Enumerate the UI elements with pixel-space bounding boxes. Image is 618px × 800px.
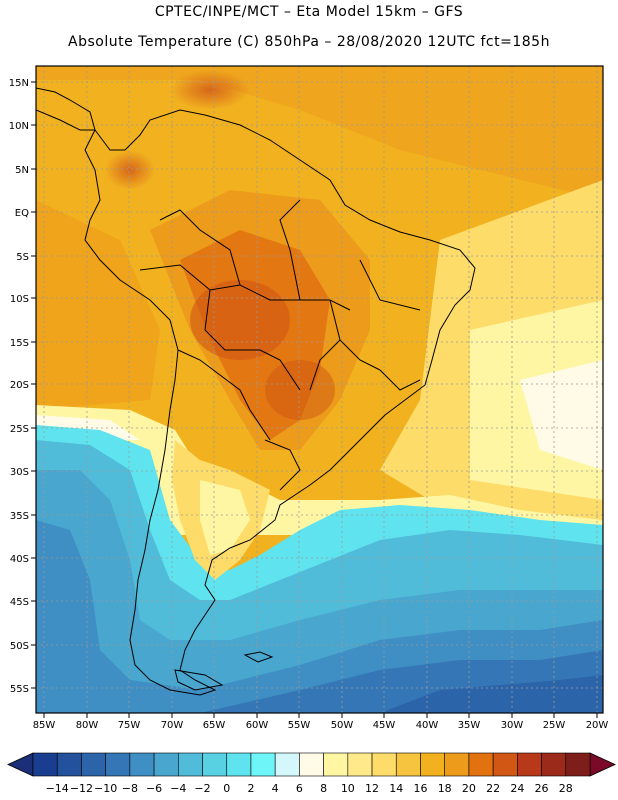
colorbar-swatch bbox=[468, 752, 494, 777]
coastlines bbox=[36, 87, 476, 696]
lon-label: 45W bbox=[373, 720, 396, 731]
colorbar-tick-label: −2 bbox=[194, 782, 210, 795]
colorbar-tick-label: 2 bbox=[247, 782, 254, 795]
lon-label: 20W bbox=[586, 720, 609, 731]
colorbar-swatch bbox=[371, 752, 397, 777]
temperature-field bbox=[36, 66, 603, 713]
lat-label: 30S bbox=[10, 467, 29, 478]
latitude-labels: 15N 10N 5N EQ 5S 10S 15S 20S 25S 30S 35S… bbox=[9, 78, 29, 695]
colorbar bbox=[7, 752, 616, 777]
lat-label: 45S bbox=[10, 597, 29, 608]
colorbar-swatch bbox=[517, 752, 542, 777]
colorbar-tick-label: 24 bbox=[510, 782, 524, 795]
colorbar-swatch bbox=[226, 752, 252, 777]
lat-label: 15N bbox=[9, 78, 29, 89]
colorbar-tick-label: 12 bbox=[365, 782, 379, 795]
longitude-labels: 85W 80W 75W 70W 65W 60W 55W 50W 45W 40W … bbox=[33, 720, 609, 731]
lat-label: 15S bbox=[10, 338, 29, 349]
colorbar-swatch bbox=[347, 752, 373, 777]
colorbar-swatch bbox=[81, 752, 106, 777]
tierra-del-fuego-outline bbox=[174, 669, 224, 691]
central-america-outline bbox=[36, 87, 96, 131]
tick-marks bbox=[31, 81, 598, 718]
colorbar-tick-label: 6 bbox=[296, 782, 303, 795]
lon-label: 85W bbox=[33, 720, 56, 731]
colorbar-labels: −14 −12 −10 −8 −6 −4 −2 0 2 4 6 8 10 12 14 16 18 20 22 24 26… bbox=[46, 782, 573, 795]
colorbar-swatch bbox=[32, 752, 58, 777]
lat-label: EQ bbox=[15, 208, 29, 219]
colorbar-swatch bbox=[250, 752, 276, 777]
colorbar-swatch bbox=[274, 752, 300, 777]
colorbar-tick-label: −10 bbox=[94, 782, 117, 795]
lon-label: 80W bbox=[76, 720, 99, 731]
lat-label: 55S bbox=[10, 684, 29, 695]
colorbar-tick-label: 20 bbox=[462, 782, 476, 795]
colorbar-tick-label: −8 bbox=[122, 782, 138, 795]
colorbar-swatch bbox=[420, 752, 445, 777]
colorbar-swatch bbox=[178, 752, 203, 777]
lat-label: 10S bbox=[10, 294, 29, 305]
lon-label: 75W bbox=[118, 720, 141, 731]
colorbar-swatch bbox=[565, 752, 591, 777]
lat-label: 25S bbox=[10, 424, 29, 435]
lon-label: 50W bbox=[331, 720, 354, 731]
colorbar-tick-label: 22 bbox=[486, 782, 500, 795]
south-america-outline bbox=[84, 109, 476, 696]
lon-label: 55W bbox=[288, 720, 311, 731]
lon-label: 25W bbox=[543, 720, 566, 731]
colorbar-tick-label: 10 bbox=[341, 782, 355, 795]
brazil-state-borders bbox=[309, 259, 421, 391]
colorbar-tick-label: −14 bbox=[46, 782, 69, 795]
map-frame bbox=[35, 65, 604, 714]
lon-label: 65W bbox=[203, 720, 226, 731]
lat-label: 40S bbox=[10, 554, 29, 565]
lat-label: 5N bbox=[15, 165, 29, 176]
colorbar-swatch bbox=[492, 752, 518, 777]
lon-label: 70W bbox=[161, 720, 184, 731]
colorbar-tick-label: −4 bbox=[170, 782, 186, 795]
colorbar-swatch bbox=[541, 752, 567, 777]
chart-title: CPTEC/INPE/MCT – Eta Model 15km – GFS bbox=[154, 4, 464, 20]
colorbar-tick-label: 26 bbox=[535, 782, 549, 795]
lat-label: 10N bbox=[9, 121, 29, 132]
colorbar-tick-label: −6 bbox=[146, 782, 162, 795]
lat-label: 5S bbox=[16, 252, 29, 263]
colorbar-swatch bbox=[105, 752, 131, 777]
lat-label: 35S bbox=[10, 511, 29, 522]
colorbar-swatch bbox=[129, 752, 155, 777]
lon-label: 30W bbox=[501, 720, 524, 731]
colorbar-tick-label: 8 bbox=[320, 782, 327, 795]
colorbar-swatch bbox=[202, 752, 228, 777]
colorbar-swatch bbox=[395, 752, 421, 777]
colorbar-tick-label: 28 bbox=[559, 782, 573, 795]
colorbar-swatch bbox=[56, 752, 82, 777]
colorbar-swatch bbox=[299, 752, 324, 777]
colorbar-tick-label: 14 bbox=[389, 782, 403, 795]
falklands-outline bbox=[243, 651, 274, 663]
colorbar-tick-label: −12 bbox=[70, 782, 93, 795]
colorbar-max-arrow bbox=[589, 752, 616, 777]
colorbar-tick-label: 16 bbox=[413, 782, 427, 795]
colorbar-swatch bbox=[153, 752, 179, 777]
colorbar-swatch bbox=[323, 752, 349, 777]
colorbar-min-arrow bbox=[7, 752, 34, 777]
lon-label: 35W bbox=[458, 720, 481, 731]
lon-label: 60W bbox=[246, 720, 269, 731]
colorbar-tick-label: 0 bbox=[223, 782, 230, 795]
lon-label: 40W bbox=[416, 720, 439, 731]
country-borders bbox=[139, 199, 351, 491]
colorbar-tick-label: 4 bbox=[272, 782, 279, 795]
colorbar-tick-label: 18 bbox=[438, 782, 452, 795]
lat-label: 50S bbox=[10, 641, 29, 652]
lat-label: 20S bbox=[10, 380, 29, 391]
colorbar-swatch bbox=[444, 752, 470, 777]
chart-subtitle: Absolute Temperature (C) 850hPa – 28/08/… bbox=[68, 34, 550, 50]
